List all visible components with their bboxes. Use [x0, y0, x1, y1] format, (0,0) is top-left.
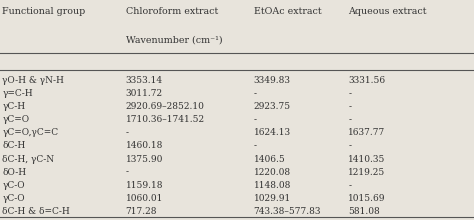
Text: Chloroform extract: Chloroform extract — [126, 7, 218, 16]
Text: 1159.18: 1159.18 — [126, 181, 163, 190]
Text: -: - — [254, 89, 256, 98]
Text: 3331.56: 3331.56 — [348, 76, 385, 85]
Text: 1710.36–1741.52: 1710.36–1741.52 — [126, 115, 205, 124]
Text: -: - — [348, 115, 351, 124]
Text: 1148.08: 1148.08 — [254, 181, 291, 190]
Text: -: - — [126, 128, 128, 137]
Text: 2920.69–2852.10: 2920.69–2852.10 — [126, 102, 204, 111]
Text: 3353.14: 3353.14 — [126, 76, 163, 85]
Text: γC-H: γC-H — [2, 102, 26, 111]
Text: γC=O,γC=C: γC=O,γC=C — [2, 128, 58, 137]
Text: 1406.5: 1406.5 — [254, 154, 285, 163]
Text: γC=O: γC=O — [2, 115, 29, 124]
Text: δO-H: δO-H — [2, 168, 27, 177]
Text: 1220.08: 1220.08 — [254, 168, 291, 177]
Text: 1029.91: 1029.91 — [254, 194, 291, 203]
Text: -: - — [254, 141, 256, 150]
Text: 1624.13: 1624.13 — [254, 128, 291, 137]
Text: 1015.69: 1015.69 — [348, 194, 386, 203]
Text: Wavenumber (cm⁻¹): Wavenumber (cm⁻¹) — [126, 35, 222, 44]
Text: Aqueous extract: Aqueous extract — [348, 7, 427, 16]
Text: γO-H & γN-H: γO-H & γN-H — [2, 76, 64, 85]
Text: 1637.77: 1637.77 — [348, 128, 386, 137]
Text: 1375.90: 1375.90 — [126, 154, 163, 163]
Text: -: - — [254, 115, 256, 124]
Text: 717.28: 717.28 — [126, 207, 157, 216]
Text: Functional group: Functional group — [2, 7, 86, 16]
Text: 3011.72: 3011.72 — [126, 89, 163, 98]
Text: γC-O: γC-O — [2, 181, 25, 190]
Text: γC-O: γC-O — [2, 194, 25, 203]
Text: -: - — [348, 102, 351, 111]
Text: δC-H: δC-H — [2, 141, 26, 150]
Text: -: - — [348, 141, 351, 150]
Text: 2923.75: 2923.75 — [254, 102, 291, 111]
Text: γ=C-H: γ=C-H — [2, 89, 33, 98]
Text: 581.08: 581.08 — [348, 207, 380, 216]
Text: 743.38–577.83: 743.38–577.83 — [254, 207, 321, 216]
Text: -: - — [348, 181, 351, 190]
Text: 3349.83: 3349.83 — [254, 76, 291, 85]
Text: 1410.35: 1410.35 — [348, 154, 386, 163]
Text: 1060.01: 1060.01 — [126, 194, 163, 203]
Text: δC-H & δ=C-H: δC-H & δ=C-H — [2, 207, 70, 216]
Text: 1460.18: 1460.18 — [126, 141, 163, 150]
Text: -: - — [126, 168, 128, 177]
Text: EtOAc extract: EtOAc extract — [254, 7, 321, 16]
Text: -: - — [348, 89, 351, 98]
Text: δC-H, γC-N: δC-H, γC-N — [2, 154, 55, 163]
Text: 1219.25: 1219.25 — [348, 168, 386, 177]
